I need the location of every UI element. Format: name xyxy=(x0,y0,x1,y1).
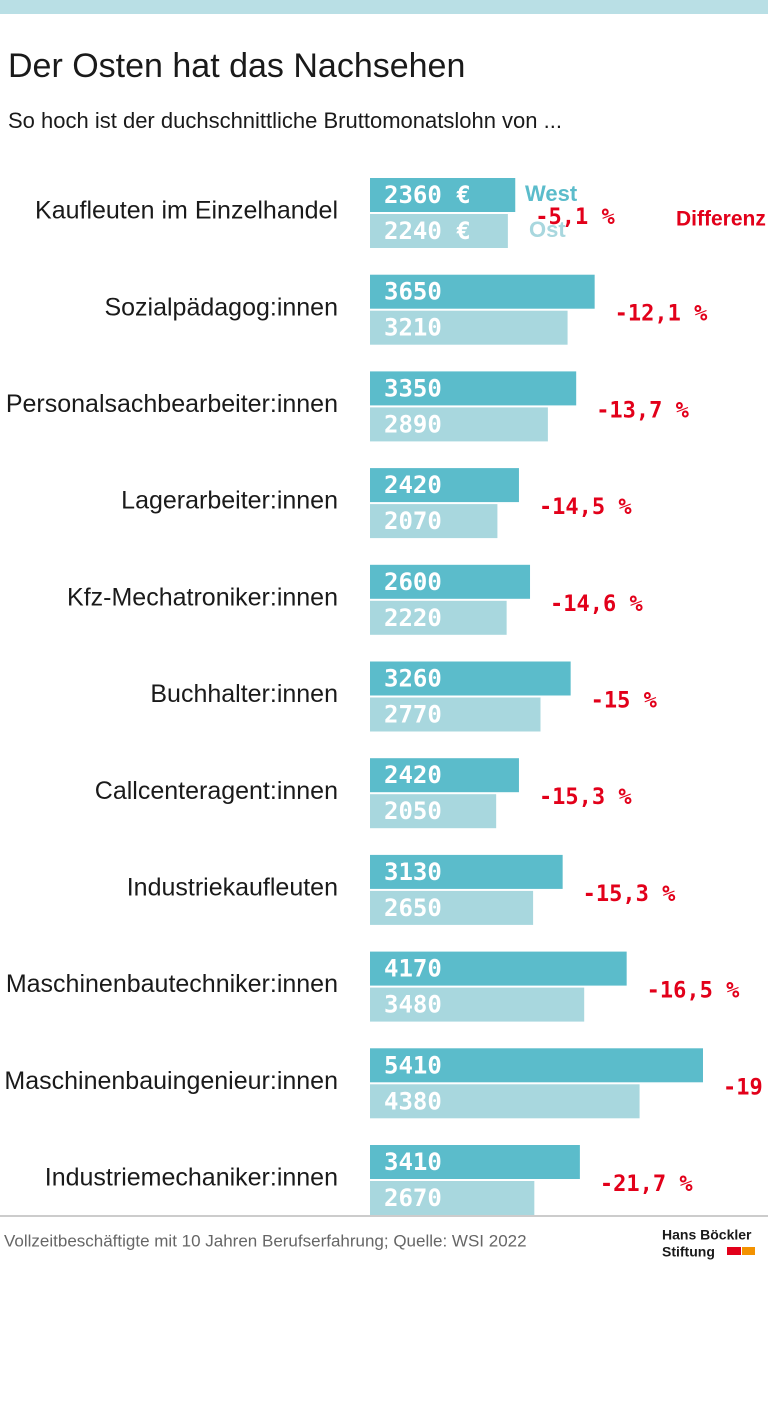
category-label: Industriemechaniker:innen xyxy=(45,1164,338,1192)
bar xyxy=(370,1181,535,1215)
bar xyxy=(370,1048,703,1083)
bar xyxy=(370,697,541,732)
bar xyxy=(370,274,595,309)
bar xyxy=(370,407,548,442)
difference-label: -15 % xyxy=(591,689,658,714)
category-label: Maschinenbauingenieur:innen xyxy=(4,1067,338,1095)
bar xyxy=(370,890,534,925)
category-label: Buchhalter:innen xyxy=(150,680,338,708)
legend-entry: Ost xyxy=(529,217,566,242)
value-label: 2240 € xyxy=(384,217,471,245)
bar xyxy=(370,178,516,212)
logo-mark xyxy=(742,1247,755,1255)
chart-title: Der Osten hat das Nachsehen xyxy=(8,47,465,85)
value-label: 2070 xyxy=(384,507,442,535)
bar xyxy=(370,504,498,539)
category-label: Lagerarbeiter:innen xyxy=(121,487,338,515)
difference-title: Differenz xyxy=(676,208,766,231)
legend-entry: West xyxy=(525,181,578,206)
category-label: Maschinenbautechniker:innen xyxy=(6,970,338,998)
difference-label: -5,1 % xyxy=(535,205,615,230)
bar xyxy=(370,468,519,503)
value-label: 3480 xyxy=(384,991,442,1019)
footnote: Vollzeitbeschäftigte mit 10 Jahren Beruf… xyxy=(4,1231,527,1250)
category-label: Kaufleuten im Einzelhandel xyxy=(35,197,338,225)
difference-label: -15,3 % xyxy=(539,785,632,810)
bar xyxy=(370,371,577,406)
category-label: Personalsachbearbeiter:innen xyxy=(6,390,338,418)
bar xyxy=(370,661,571,696)
bar xyxy=(370,758,519,793)
value-label: 2220 xyxy=(384,604,442,632)
value-label: 4170 xyxy=(384,955,442,983)
bar xyxy=(370,1084,640,1119)
value-label: 2420 xyxy=(384,761,442,789)
difference-label: -21,7 % xyxy=(600,1172,693,1197)
value-label: 3650 xyxy=(384,278,442,306)
difference-label: -12,1 % xyxy=(615,302,708,327)
value-label: 2650 xyxy=(384,894,442,922)
category-label: Sozialpädagog:innen xyxy=(104,293,338,321)
value-label: 2050 xyxy=(384,797,442,825)
value-label: 2360 € xyxy=(384,181,471,209)
bar xyxy=(370,951,627,986)
value-label: 2890 xyxy=(384,410,442,438)
value-label: 2420 xyxy=(384,471,442,499)
difference-label: -13,7 % xyxy=(596,398,689,423)
bar xyxy=(370,794,497,829)
bar xyxy=(370,214,508,248)
bar xyxy=(370,987,585,1022)
bar xyxy=(370,854,563,889)
value-label: 3210 xyxy=(384,314,442,342)
value-label: 3260 xyxy=(384,665,442,693)
logo-mark xyxy=(727,1247,741,1255)
difference-label: -19 % xyxy=(723,1075,768,1100)
top-strip xyxy=(0,0,768,14)
value-label: 4380 xyxy=(384,1087,442,1115)
category-label: Callcenteragent:innen xyxy=(95,777,338,805)
value-label: 2770 xyxy=(384,701,442,729)
category-label: Industriekaufleuten xyxy=(127,874,338,902)
value-label: 3350 xyxy=(384,374,442,402)
difference-label: -14,5 % xyxy=(539,495,632,520)
difference-label: -15,3 % xyxy=(583,882,676,907)
value-label: 3130 xyxy=(384,858,442,886)
category-label: Kfz-Mechatroniker:innen xyxy=(67,583,338,611)
bar xyxy=(370,310,568,345)
bar xyxy=(370,564,531,599)
bar xyxy=(370,1145,580,1179)
logo-line-2: Stiftung xyxy=(662,1244,715,1260)
value-label: 2670 xyxy=(384,1184,442,1212)
logo-line-1: Hans Böckler xyxy=(662,1227,752,1243)
difference-label: -14,6 % xyxy=(550,592,643,617)
bar xyxy=(370,600,507,635)
difference-label: -16,5 % xyxy=(647,979,740,1004)
chart-subtitle: So hoch ist der duchschnittliche Bruttom… xyxy=(8,108,562,133)
value-label: 3410 xyxy=(384,1148,442,1176)
value-label: 2600 xyxy=(384,568,442,596)
value-label: 5410 xyxy=(384,1051,442,1079)
